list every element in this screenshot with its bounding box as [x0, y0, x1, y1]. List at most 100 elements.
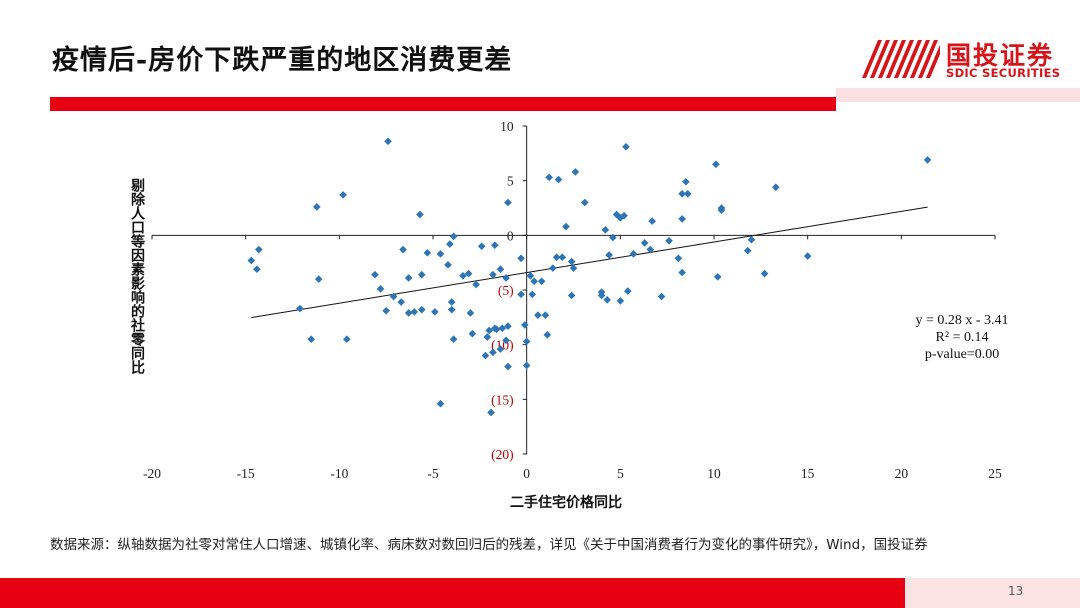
data-point	[491, 241, 499, 249]
data-point	[558, 253, 567, 261]
data-point	[466, 309, 475, 317]
data-point	[747, 235, 756, 244]
x-tick-label: -5	[427, 466, 438, 481]
data-point	[567, 291, 576, 300]
x-tick-label: -10	[330, 466, 348, 481]
data-point	[449, 335, 458, 343]
y-tick-label: (20)	[491, 447, 514, 462]
y-tick-label: (15)	[491, 392, 514, 407]
data-point	[517, 290, 525, 299]
data-point	[534, 311, 542, 319]
logo-name-cn: 国投证券	[946, 41, 1055, 70]
data-point	[562, 222, 570, 231]
data-point	[580, 198, 589, 207]
data-point	[504, 362, 512, 371]
data-point	[502, 336, 510, 345]
footer-bar	[0, 578, 905, 608]
data-point	[665, 237, 673, 245]
data-point	[436, 399, 445, 408]
data-point	[389, 292, 398, 301]
data-point	[307, 335, 316, 343]
data-point	[487, 408, 495, 417]
data-point	[923, 156, 932, 164]
data-point	[254, 245, 263, 254]
logo-stripe	[910, 40, 930, 78]
data-point	[489, 270, 497, 279]
data-point	[712, 160, 720, 169]
data-point	[417, 270, 426, 279]
data-point	[554, 175, 563, 184]
data-point	[496, 345, 505, 353]
source-note: 数据来源：纵轴数据为社零对常住人口增速、城镇化率、病床数对数回归后的残差，详见《…	[50, 537, 928, 553]
data-point	[444, 261, 452, 269]
data-point	[417, 305, 426, 314]
data-point	[597, 291, 606, 300]
data-point	[247, 256, 256, 265]
data-point	[609, 233, 617, 242]
data-point	[530, 277, 538, 286]
y-tick-label: 0	[507, 228, 514, 243]
data-point	[371, 270, 379, 279]
data-point	[682, 177, 690, 186]
data-point	[431, 308, 439, 316]
y-tick-label: 10	[500, 119, 514, 134]
data-point	[423, 249, 432, 257]
data-point	[253, 265, 261, 274]
data-point	[620, 211, 628, 220]
data-point	[657, 292, 666, 301]
data-point	[571, 168, 580, 176]
data-point	[601, 226, 610, 234]
data-point	[622, 142, 630, 151]
data-point	[640, 239, 649, 247]
x-tick-label: 5	[617, 466, 624, 481]
data-point	[522, 337, 531, 346]
data-point	[543, 331, 552, 339]
data-point	[517, 254, 525, 263]
data-point	[629, 250, 638, 258]
data-point	[743, 246, 752, 255]
data-point	[502, 274, 510, 282]
data-point	[296, 304, 304, 313]
data-point	[483, 333, 492, 341]
y-tick-label: (5)	[498, 283, 514, 298]
data-point	[717, 206, 726, 214]
data-point	[376, 285, 385, 293]
data-point	[646, 245, 655, 254]
x-tick-label: -20	[143, 466, 161, 481]
data-point	[399, 245, 407, 254]
data-point	[447, 305, 456, 314]
data-point	[397, 298, 405, 306]
data-point	[605, 251, 613, 259]
x-tick-label: 25	[988, 466, 1002, 481]
data-point	[612, 210, 621, 219]
data-point	[446, 240, 454, 248]
x-tick-label: 15	[801, 466, 815, 481]
data-point	[492, 325, 501, 334]
data-point	[549, 264, 557, 272]
data-point	[678, 215, 686, 223]
data-point	[674, 254, 683, 263]
logo-stripes-icon	[862, 40, 940, 78]
data-point	[449, 232, 458, 241]
data-point	[528, 290, 537, 299]
logo-stripe	[918, 40, 938, 78]
data-point	[504, 198, 512, 207]
data-point	[504, 322, 512, 330]
data-point	[678, 189, 686, 198]
header-accent-bar	[50, 97, 836, 111]
x-tick-label: 10	[707, 466, 721, 481]
data-point	[339, 191, 347, 199]
data-point	[616, 297, 625, 305]
trendline	[251, 206, 928, 319]
data-point	[803, 252, 812, 260]
data-point	[569, 264, 578, 272]
data-point	[313, 203, 321, 211]
data-point	[683, 189, 692, 198]
y-tick-label: 5	[507, 174, 514, 189]
regression-equation: y = 0.28 x - 3.41	[915, 313, 1009, 328]
header-accent-fade	[836, 88, 1080, 102]
x-tick-label: 0	[523, 466, 530, 481]
data-point	[481, 351, 490, 360]
y-axis-label: 剔除人口等因素影响的社零同比	[129, 178, 145, 374]
footer-fade	[905, 578, 1080, 608]
